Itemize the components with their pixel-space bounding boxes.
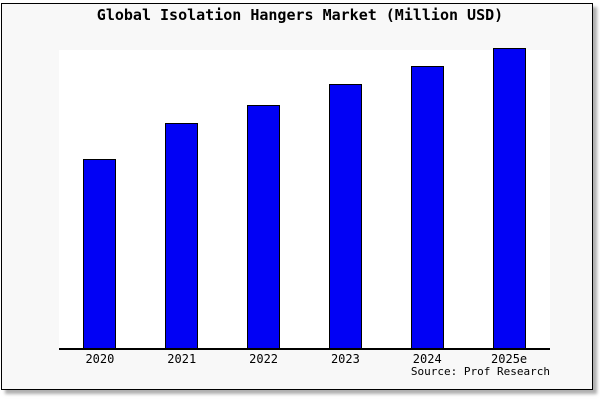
x-axis-labels: 2020 2021 2022 2023 2024 2025e <box>59 353 550 367</box>
source-note: Source: Prof Research <box>410 365 550 378</box>
bar-2025e <box>492 48 526 348</box>
x-axis-label-2022: 2022 <box>249 352 279 366</box>
x-axis-label-2025e: 2025e <box>491 352 528 366</box>
x-axis-label-2023: 2023 <box>330 352 360 366</box>
bar-2024 <box>410 66 444 348</box>
x-axis-label-2024: 2024 <box>412 352 442 366</box>
x-axis-label-2021: 2021 <box>167 352 197 366</box>
x-axis-label-2020: 2020 <box>85 352 115 366</box>
plot-area <box>59 48 550 350</box>
bar-2023 <box>328 84 362 348</box>
chart-title: Global Isolation Hangers Market (Million… <box>96 6 504 24</box>
bar-2021 <box>165 123 199 348</box>
bar-2022 <box>247 105 281 348</box>
bar-2020 <box>83 159 117 348</box>
